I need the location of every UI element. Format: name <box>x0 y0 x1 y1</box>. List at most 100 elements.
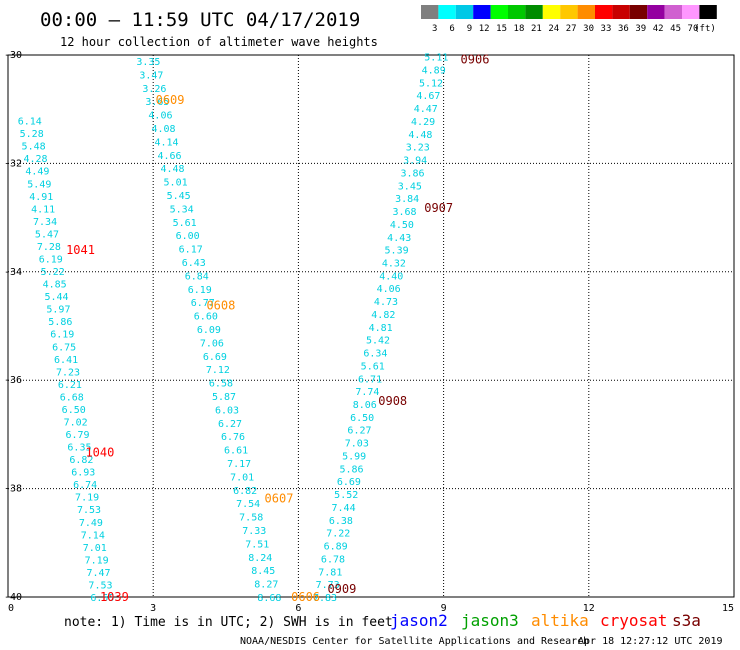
wave-height-value: 5.49 <box>27 179 51 190</box>
wave-height-value: 4.32 <box>382 258 406 269</box>
wave-height-value: 4.73 <box>374 297 398 308</box>
legend-swatch <box>577 5 595 19</box>
wave-height-value: 5.22 <box>41 267 65 278</box>
wave-height-value: 4.06 <box>377 284 401 295</box>
wave-height-value: 4.49 <box>25 167 49 178</box>
wave-height-value: 6.03 <box>215 405 239 416</box>
legend-swatch <box>560 5 578 19</box>
legend-value: 24 <box>548 24 559 34</box>
x-tick-label: 12 <box>583 603 595 614</box>
wave-height-value: 7.81 <box>318 567 342 578</box>
pass-time-label: 0609 <box>156 93 185 107</box>
wave-height-value: 7.49 <box>79 518 103 529</box>
legend-swatch <box>438 5 456 19</box>
wave-height-value: 6.69 <box>337 477 361 488</box>
wave-height-value: 6.50 <box>62 405 86 416</box>
wave-height-value: 3.23 <box>406 143 430 154</box>
wave-height-value: 7.02 <box>64 417 88 428</box>
wave-height-value: 4.14 <box>154 137 178 148</box>
wave-height-value: 5.48 <box>22 142 46 153</box>
wave-height-value: 4.28 <box>23 154 47 165</box>
color-legend: 3 6 9 12 15 18 21 24 27 30 33 36 39 42 45 70(ft) <box>421 5 717 34</box>
satellite-label: altika <box>531 611 589 630</box>
wave-height-value: 8.68 <box>257 593 281 604</box>
pass-time-label: 1040 <box>85 445 114 459</box>
wave-height-value: 6.77 <box>191 298 215 309</box>
wave-height-value: 6.27 <box>347 426 371 437</box>
wave-height-value: 6.60 <box>194 312 218 323</box>
wave-height-value: 3.94 <box>403 156 427 167</box>
wave-height-value: 6.61 <box>224 446 248 457</box>
wave-height-value: 6.78 <box>321 554 345 565</box>
wave-height-value: 7.06 <box>200 338 224 349</box>
x-axis-ticks: 0 3 6 9 12 15 <box>8 603 734 614</box>
wave-height-value: 6.84 <box>185 271 209 282</box>
wave-height-value: 3.47 <box>139 70 163 81</box>
legend-swatch <box>455 5 474 19</box>
pass-time-label: 0906 <box>461 52 490 66</box>
wave-height-value: 6.76 <box>221 432 245 443</box>
wave-height-value: 6.58 <box>209 379 233 390</box>
footer-timestamp: Apr 18 12:27:12 UTC 2019 <box>578 636 723 647</box>
wave-height-value: 6.93 <box>71 468 95 479</box>
wave-height-value: 4.67 <box>416 91 440 102</box>
wave-height-value: 7.83 <box>313 593 337 604</box>
satellite-label: s3a <box>672 611 701 630</box>
wave-height-value: 7.01 <box>83 543 107 554</box>
wave-height-value: 8.45 <box>251 566 275 577</box>
y-tick-label: -34 <box>4 267 22 278</box>
wave-height-value: 6.43 <box>182 258 206 269</box>
wave-height-value: 6.79 <box>65 430 89 441</box>
wave-height-value: 5.11 <box>424 53 448 64</box>
wave-height-value: 3.26 <box>142 84 166 95</box>
wave-height-value: 7.01 <box>230 472 254 483</box>
legend-value: 30 <box>583 24 594 34</box>
wave-height-value: 7.23 <box>56 367 80 378</box>
wave-height-value: 4.43 <box>387 233 411 244</box>
pass-time-label: 0908 <box>378 394 407 408</box>
wave-height-value: 4.11 <box>31 204 55 215</box>
wave-height-value: 4.82 <box>371 310 395 321</box>
wave-height-value: 7.03 <box>345 439 369 450</box>
y-tick-label: -40 <box>4 592 22 603</box>
legend-value: 21 <box>531 24 542 34</box>
wave-height-value: 6.27 <box>218 419 242 430</box>
wave-height-value: 3.65 <box>145 97 169 108</box>
legend-swatch <box>647 5 665 19</box>
wave-height-value: 7.73 <box>316 580 340 591</box>
wave-height-value: 7.19 <box>85 555 109 566</box>
wave-height-value: 5.01 <box>164 178 188 189</box>
satellite-label: jason3 <box>461 611 519 630</box>
wave-height-value: 6.41 <box>54 355 78 366</box>
wave-height-value: 8.06 <box>353 400 377 411</box>
x-tick-label: 0 <box>8 603 14 614</box>
wave-height-value: 5.61 <box>173 218 197 229</box>
wave-height-value: 5.39 <box>385 246 409 257</box>
pass-time-labels: 0906 0907 0908 0909 0609 0608 0607 0606 1041 1040… <box>66 52 489 604</box>
wave-height-value: 6.34 <box>363 349 387 360</box>
legend-value: 27 <box>566 24 577 34</box>
pass-time-label: 0608 <box>206 298 235 312</box>
note-text: note: 1) Time is in UTC; 2) SWH is in fe… <box>64 615 393 630</box>
legend-swatch <box>421 5 439 19</box>
legend-swatch <box>525 5 543 19</box>
wave-height-value: 4.40 <box>379 271 403 282</box>
wave-height-value: 6.82 <box>233 486 257 497</box>
y-tick-label: -30 <box>4 50 22 61</box>
pass-time-label: 0607 <box>265 491 294 505</box>
legend-swatch <box>629 5 648 19</box>
wave-height-value: 4.50 <box>390 220 414 231</box>
x-tick-label: 15 <box>722 603 734 614</box>
wave-height-value: 8.24 <box>248 553 272 564</box>
wave-height-value: 5.87 <box>212 392 236 403</box>
wave-height-value: 4.81 <box>369 323 393 334</box>
pass-time-label: 0907 <box>424 201 453 215</box>
wave-height-value: 5.42 <box>366 336 390 347</box>
wave-height-value: 7.51 <box>245 539 269 550</box>
wave-height-value: 6.21 <box>58 380 82 391</box>
wave-height-value: 7.28 <box>37 242 61 253</box>
wave-height-value: 5.99 <box>342 451 366 462</box>
pass-time-label: 1039 <box>100 590 129 604</box>
legend-swatch <box>699 5 717 19</box>
